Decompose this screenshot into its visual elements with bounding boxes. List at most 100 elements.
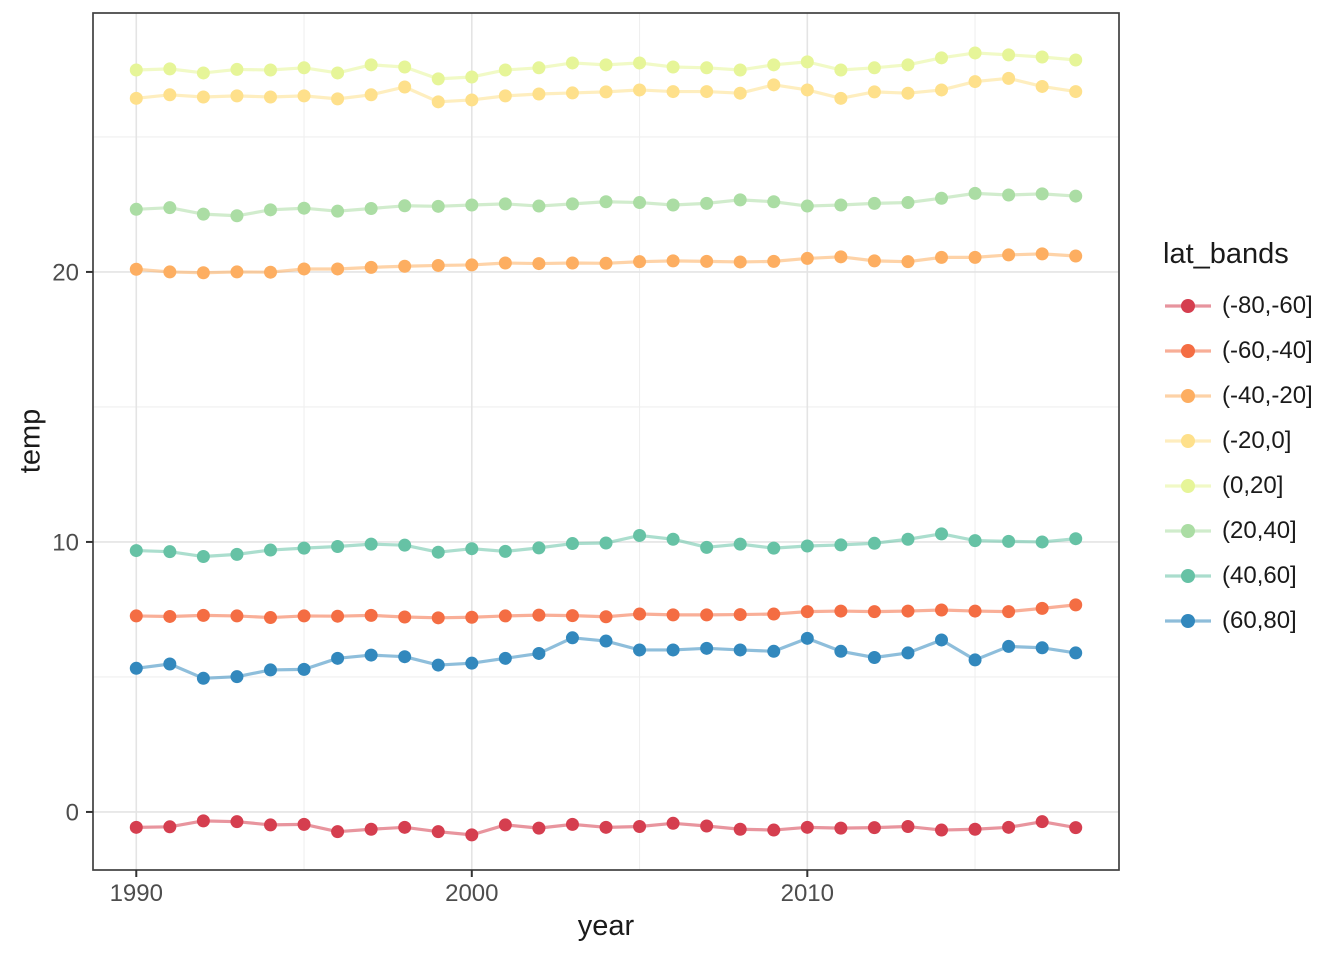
y-tick-label: 20 xyxy=(52,259,79,286)
data-point xyxy=(599,634,613,648)
legend-key-icon xyxy=(1165,298,1211,313)
data-point xyxy=(1002,605,1016,619)
data-point xyxy=(1035,79,1049,93)
data-point xyxy=(230,89,244,103)
data-point xyxy=(1069,821,1083,835)
data-point xyxy=(666,85,680,99)
data-point xyxy=(1035,187,1049,201)
panel-border xyxy=(92,12,1120,871)
data-point xyxy=(498,197,512,211)
data-point xyxy=(364,537,378,551)
data-point xyxy=(297,89,311,103)
data-point xyxy=(297,262,311,276)
data-point xyxy=(364,608,378,622)
data-point xyxy=(398,610,412,624)
data-point xyxy=(800,820,814,834)
data-point xyxy=(163,820,177,834)
data-point xyxy=(633,196,647,210)
data-point xyxy=(129,202,143,216)
data-point xyxy=(834,604,848,618)
data-point xyxy=(935,603,949,617)
data-point xyxy=(733,193,747,207)
data-point xyxy=(599,58,613,72)
data-point xyxy=(565,631,579,645)
data-point xyxy=(398,259,412,273)
data-point xyxy=(935,633,949,647)
legend-title: lat_bands xyxy=(1163,238,1289,270)
data-point xyxy=(331,540,345,554)
data-point xyxy=(867,651,881,665)
data-point xyxy=(800,631,814,645)
data-point xyxy=(230,547,244,561)
data-point xyxy=(767,195,781,209)
data-point xyxy=(129,820,143,834)
data-point xyxy=(666,254,680,268)
data-point xyxy=(364,201,378,215)
data-point xyxy=(498,609,512,623)
data-point xyxy=(230,209,244,223)
data-point xyxy=(599,820,613,834)
data-point xyxy=(968,186,982,200)
data-point xyxy=(968,653,982,667)
data-point xyxy=(1069,53,1083,67)
data-point xyxy=(431,658,445,672)
data-point xyxy=(364,648,378,662)
data-point xyxy=(196,207,210,221)
data-point xyxy=(700,254,714,268)
data-point xyxy=(633,528,647,542)
data-point xyxy=(666,60,680,74)
data-point xyxy=(1035,50,1049,64)
data-point xyxy=(935,83,949,97)
data-point xyxy=(230,670,244,684)
data-point xyxy=(398,80,412,94)
data-point xyxy=(230,62,244,76)
data-point xyxy=(331,651,345,665)
data-point xyxy=(465,198,479,212)
data-point xyxy=(263,663,277,677)
data-point xyxy=(800,539,814,553)
data-point xyxy=(364,58,378,72)
data-point xyxy=(1002,820,1016,834)
data-point xyxy=(1002,71,1016,85)
legend-item: (-20,0] xyxy=(1163,418,1341,463)
data-point xyxy=(532,257,546,271)
data-point xyxy=(532,199,546,213)
data-point xyxy=(700,85,714,99)
data-point xyxy=(498,818,512,832)
x-axis-title: year xyxy=(577,910,635,942)
data-point xyxy=(129,609,143,623)
data-point xyxy=(599,536,613,550)
legend-item-label: (60,80] xyxy=(1222,606,1297,634)
data-point xyxy=(733,537,747,551)
data-point xyxy=(767,254,781,268)
data-point xyxy=(867,196,881,210)
data-point xyxy=(163,62,177,76)
data-point xyxy=(1002,48,1016,62)
data-point xyxy=(532,608,546,622)
data-point xyxy=(498,651,512,665)
y-tick-label: 10 xyxy=(52,529,79,556)
legend-key-icon xyxy=(1165,478,1211,493)
data-point xyxy=(297,609,311,623)
data-point xyxy=(1069,85,1083,99)
data-point xyxy=(431,545,445,559)
x-tick-label: 1990 xyxy=(110,880,163,907)
data-point xyxy=(968,250,982,264)
data-point xyxy=(465,258,479,272)
data-point xyxy=(398,199,412,213)
legend-items: (-80,-60] (-60,-40] (-40,-20] (-20,0] (0,20]… xyxy=(1163,283,1341,643)
data-point xyxy=(163,545,177,559)
data-point xyxy=(800,251,814,265)
data-point xyxy=(331,825,345,839)
legend-key-icon xyxy=(1165,523,1211,538)
legend-item-label: (-60,-40] xyxy=(1222,336,1313,364)
data-point xyxy=(163,88,177,102)
data-point xyxy=(263,90,277,104)
data-point xyxy=(465,70,479,84)
data-point xyxy=(700,61,714,75)
data-point xyxy=(901,196,915,210)
data-point xyxy=(867,536,881,550)
legend-item-label: (-40,-20] xyxy=(1222,381,1313,409)
data-point xyxy=(968,604,982,618)
